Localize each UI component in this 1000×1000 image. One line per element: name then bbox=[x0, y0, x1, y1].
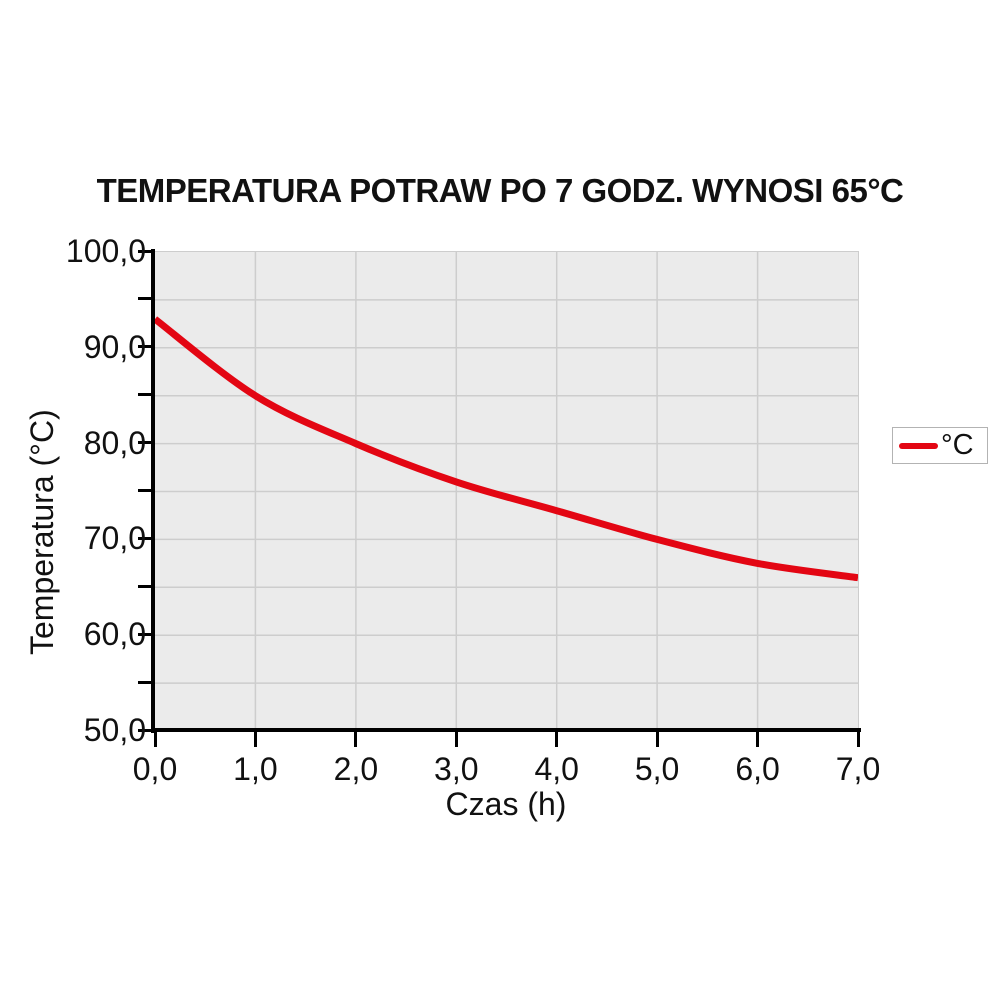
plot-area bbox=[155, 251, 859, 731]
chart-title: TEMPERATURA POTRAW PO 7 GODZ. WYNOSI 65°… bbox=[96, 172, 904, 209]
y-tick-label: 90,0 bbox=[83, 328, 146, 365]
y-axis-tick bbox=[138, 728, 152, 732]
x-axis-tick bbox=[454, 732, 458, 747]
y-axis-tick bbox=[138, 632, 152, 636]
x-tick-label: 6,0 bbox=[735, 751, 780, 787]
y-tick-label: 80,0 bbox=[83, 424, 146, 461]
temperature-series-line bbox=[155, 316, 858, 582]
y-tick-label: 100,0 bbox=[65, 233, 146, 269]
legend-series-label: °C bbox=[941, 429, 974, 461]
x-tick-label: 7,0 bbox=[835, 751, 881, 787]
y-axis-tick bbox=[138, 393, 152, 397]
x-axis-title: Czas (h) bbox=[445, 786, 567, 822]
y-tick-label: 70,0 bbox=[83, 520, 146, 557]
plot-svg bbox=[155, 252, 858, 731]
x-tick-label: 1,0 bbox=[233, 751, 278, 787]
y-axis-tick bbox=[138, 441, 152, 445]
x-axis-tick bbox=[555, 732, 559, 747]
x-axis-tick bbox=[153, 732, 157, 747]
x-tick-label: 0,0 bbox=[132, 751, 178, 787]
legend: °C bbox=[892, 427, 988, 464]
y-axis-tick bbox=[138, 680, 152, 684]
y-tick-label: 60,0 bbox=[83, 616, 146, 653]
x-tick-label: 5,0 bbox=[634, 751, 680, 787]
x-tick-label: 4,0 bbox=[534, 751, 579, 787]
x-axis-tick bbox=[756, 732, 760, 747]
y-axis-tick bbox=[138, 249, 152, 253]
gridlines bbox=[155, 252, 858, 731]
legend-line-swatch bbox=[899, 442, 938, 449]
y-axis-tick bbox=[138, 297, 152, 301]
y-axis-tick bbox=[138, 584, 152, 588]
x-axis-tick bbox=[655, 732, 659, 747]
y-tick-label: 50,0 bbox=[83, 712, 146, 748]
x-axis-tick bbox=[856, 732, 860, 747]
y-axis-tick bbox=[138, 345, 152, 349]
x-axis-line bbox=[151, 728, 861, 732]
x-axis-tick bbox=[354, 732, 358, 747]
x-tick-label: 3,0 bbox=[434, 751, 479, 787]
y-axis-tick bbox=[138, 536, 152, 540]
x-axis-tick bbox=[253, 732, 257, 747]
x-tick-label: 2,0 bbox=[333, 751, 379, 787]
y-axis-line bbox=[151, 249, 155, 733]
y-axis-tick bbox=[138, 489, 152, 492]
